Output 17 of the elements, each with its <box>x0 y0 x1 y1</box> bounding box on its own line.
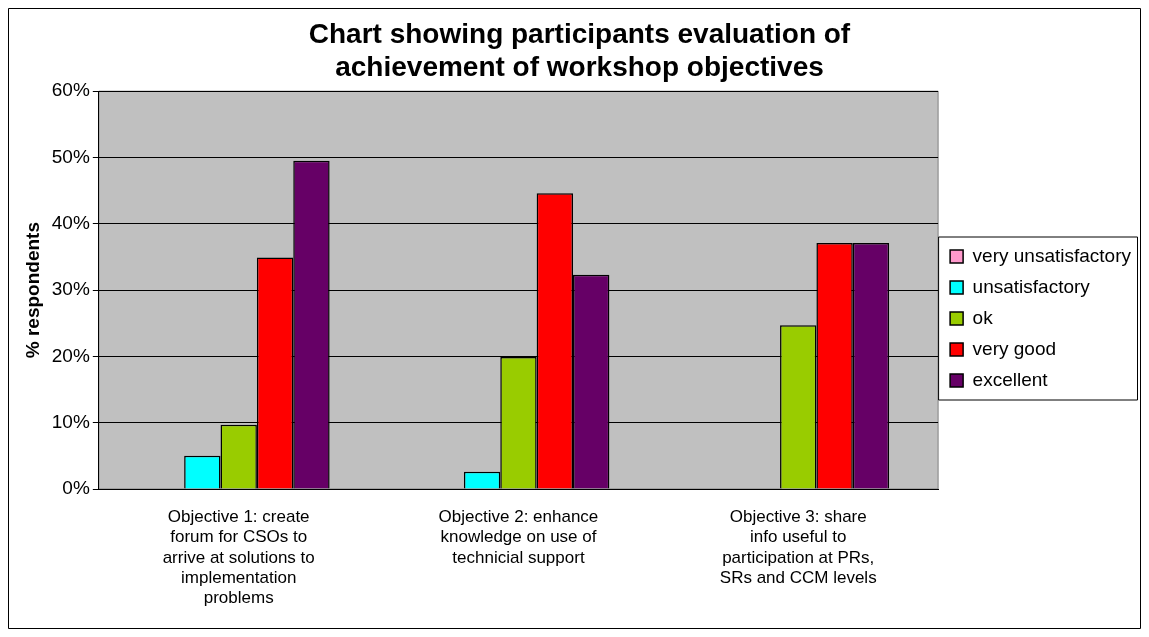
legend-label: very unsatisfactory <box>972 244 1132 266</box>
y-tick-label: 30% <box>51 278 90 300</box>
x-tick-label: Objective 3: share info useful to participation at PRs, SRs and CCM levels <box>719 506 877 588</box>
y-tick-label: 60% <box>51 79 90 101</box>
y-tick-label: 40% <box>51 212 90 234</box>
x-tick-label: Objective 2: enhance knowledge on use of technicial support <box>438 506 599 567</box>
legend-label: unsatisfactory <box>972 275 1091 297</box>
y-tick-label: 0% <box>62 477 90 499</box>
x-tick-label: Objective 1: create forum for CSOs to arrive at solutions to implementation problems <box>162 506 315 608</box>
chart-title: Chart showing participants evaluation of achievement of workshop objectives <box>308 17 851 83</box>
legend-label: excellent <box>972 368 1049 390</box>
y-tick-label: 20% <box>51 344 90 366</box>
y-tick-label: 10% <box>51 410 90 432</box>
y-tick-label: 50% <box>51 145 90 167</box>
legend-label: very good <box>972 337 1057 359</box>
y-axis-title: % respondents <box>21 222 43 359</box>
legend-label: ok <box>972 306 994 328</box>
